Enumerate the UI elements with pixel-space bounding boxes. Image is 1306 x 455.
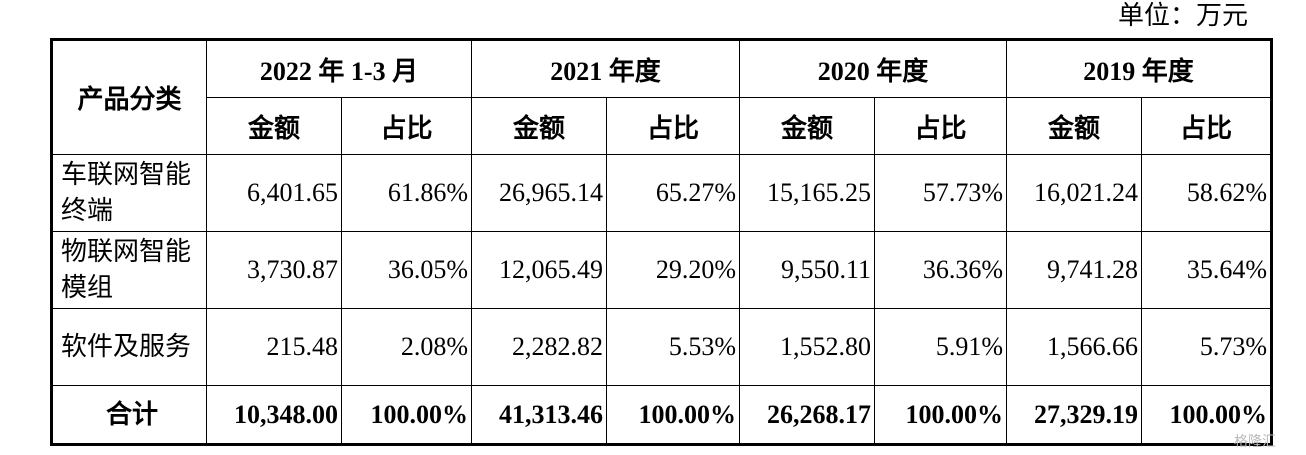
header-cell: 2019 年度 bbox=[1006, 39, 1272, 98]
table-cell: 16,021.24 bbox=[1006, 154, 1142, 232]
table-row: 物联网智能模组 3,730.87 36.05% 12,065.49 29.20% 9,55… bbox=[51, 231, 1272, 309]
header-cell: 2022 年 1-3 月 bbox=[206, 39, 472, 98]
table-cell: 5.91% bbox=[874, 308, 1007, 386]
table-cell: 1,566.66 bbox=[1006, 308, 1142, 386]
table-cell: 2.08% bbox=[341, 308, 472, 386]
table-cell: 41,313.46 bbox=[471, 385, 607, 445]
header-cell: 产品分类 bbox=[51, 39, 207, 155]
table-cell: 26,965.14 bbox=[471, 154, 607, 232]
table-cell: 27,329.19 bbox=[1006, 385, 1142, 445]
table-cell: 65.27% bbox=[606, 154, 740, 232]
header-row: 金额 占比 金额 占比 金额 占比 金额 占比 bbox=[52, 97, 1272, 155]
header-cell: 金额 bbox=[471, 97, 607, 155]
table-cell: 100.00% bbox=[874, 385, 1007, 445]
header-cell: 金额 bbox=[1006, 97, 1142, 155]
table-cell: 36.05% bbox=[341, 231, 472, 309]
header-cell: 占比 bbox=[606, 97, 740, 155]
table-cell: 100.00% bbox=[1141, 385, 1272, 445]
table-cell: 58.62% bbox=[1141, 154, 1272, 232]
table-cell: 6,401.65 bbox=[206, 154, 342, 232]
header-cell: 占比 bbox=[1141, 97, 1272, 155]
row-label: 车联网智能终端 bbox=[51, 154, 207, 232]
header-cell: 金额 bbox=[206, 97, 342, 155]
header-cell: 占比 bbox=[341, 97, 472, 155]
table: 产品分类 2022 年 1-3 月 2021 年度 2020 年度 2019 年度 金额占… bbox=[50, 38, 1273, 446]
table-cell: 35.64% bbox=[1141, 231, 1272, 309]
row-label: 物联网智能模组 bbox=[51, 231, 207, 309]
table-cell: 12,065.49 bbox=[471, 231, 607, 309]
row-label: 软件及服务 bbox=[51, 308, 207, 386]
table-cell: 61.86% bbox=[341, 154, 472, 232]
header-cell: 金额 bbox=[739, 97, 875, 155]
header-cell: 2020 年度 bbox=[739, 39, 1007, 98]
table-cell: 5.73% bbox=[1141, 308, 1272, 386]
table-cell: 29.20% bbox=[606, 231, 740, 309]
table-row: 车联网智能终端 6,401.65 61.86% 26,965.14 65.27% 15,1… bbox=[51, 154, 1272, 232]
table-cell: 10,348.00 bbox=[206, 385, 342, 445]
table-cell: 3,730.87 bbox=[206, 231, 342, 309]
table-row: 软件及服务 215.48 2.08% 2,282.82 5.53% 1,552.80 5.9… bbox=[51, 308, 1272, 386]
header-row: 产品分类 2022 年 1-3 月 2021 年度 2020 年度 2019 年度 bbox=[51, 39, 1272, 155]
watermark: 格隆汇 bbox=[1234, 434, 1276, 450]
total-row: 合计 10,348.00 100.00% 41,313.46 100.00% 26,268… bbox=[51, 385, 1272, 445]
table-body: 产品分类 2022 年 1-3 月 2021 年度 2020 年度 2019 年度 金额占… bbox=[51, 39, 1272, 445]
table-cell: 26,268.17 bbox=[739, 385, 875, 445]
table-cell: 5.53% bbox=[606, 308, 740, 386]
table-cell: 100.00% bbox=[341, 385, 472, 445]
table-cell: 2,282.82 bbox=[471, 308, 607, 386]
table-cell: 100.00% bbox=[606, 385, 740, 445]
table-cell: 9,741.28 bbox=[1006, 231, 1142, 309]
unit-note: 单位：万元 bbox=[1117, 1, 1248, 30]
table-cell: 215.48 bbox=[206, 308, 342, 386]
row-label: 合计 bbox=[51, 385, 207, 445]
table-cell: 15,165.25 bbox=[739, 154, 875, 232]
table-cell: 9,550.11 bbox=[739, 231, 875, 309]
header-cell: 2021 年度 bbox=[471, 39, 740, 98]
table-cell: 36.36% bbox=[874, 231, 1007, 309]
header-cell: 占比 bbox=[874, 97, 1007, 155]
table-cell: 1,552.80 bbox=[739, 308, 875, 386]
table-cell: 57.73% bbox=[874, 154, 1007, 232]
